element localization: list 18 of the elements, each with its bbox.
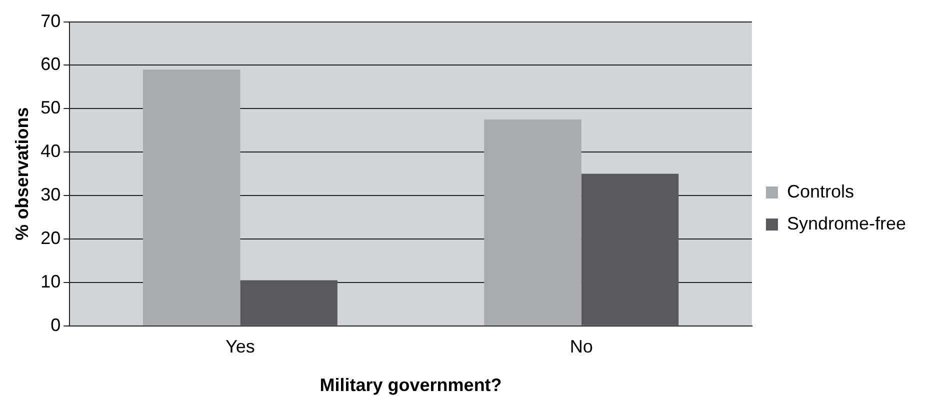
x-axis-title: Military government? — [320, 375, 502, 396]
y-tick-label: 60 — [40, 54, 61, 74]
y-tick-label: 40 — [40, 141, 61, 162]
y-tick-label: 50 — [40, 98, 61, 118]
y-tick-label: 30 — [40, 184, 61, 204]
legend-label: Syndrome-free — [786, 213, 906, 234]
bar — [581, 174, 679, 326]
y-tick-label: 0 — [50, 314, 61, 335]
y-tick-label: 70 — [40, 10, 61, 31]
x-tick-label: No — [570, 336, 593, 357]
x-tick-label: Yes — [226, 336, 255, 357]
bar — [484, 120, 582, 326]
y-tick-label: 10 — [40, 271, 61, 292]
y-tick-label: 20 — [40, 228, 61, 248]
legend-label: Controls — [786, 181, 854, 202]
bar — [142, 70, 240, 326]
bar — [240, 280, 338, 326]
y-axis-title: % observations — [12, 107, 32, 240]
